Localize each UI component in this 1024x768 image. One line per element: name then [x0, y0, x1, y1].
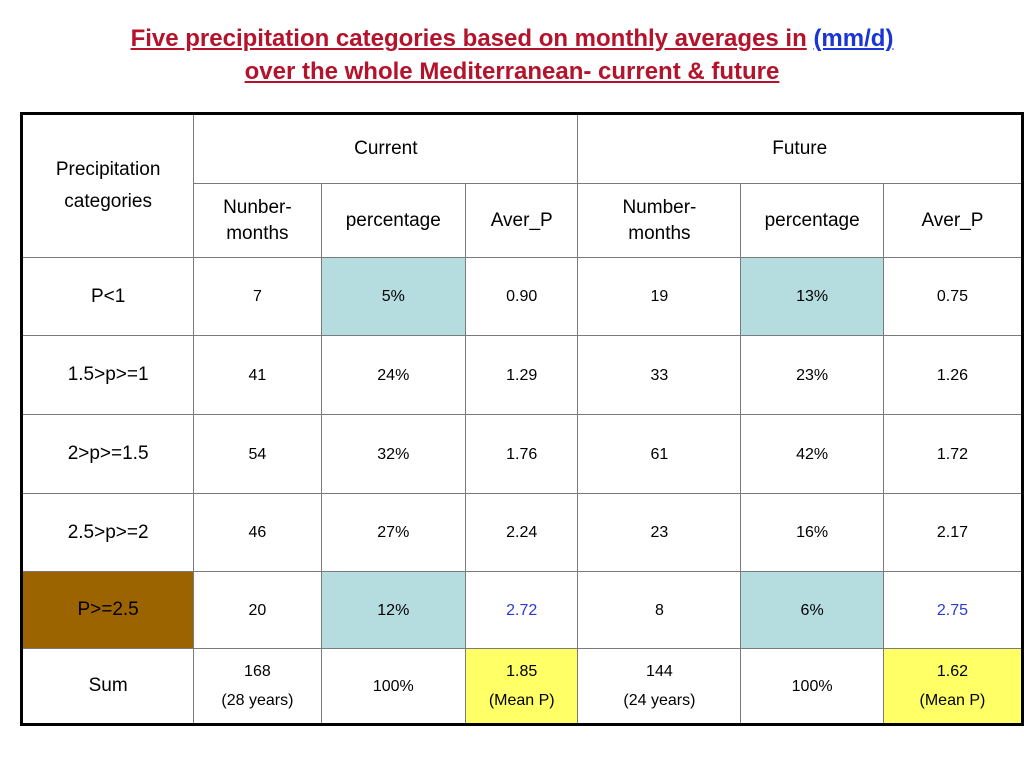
title-line-2: over the whole Mediterranean- current & …: [244, 58, 780, 85]
sum-future-months: 144 (24 years): [577, 648, 742, 725]
subheader-current-aver-p: Aver_P: [464, 183, 579, 258]
sum-future-aver-p: 1.62 (Mean P): [882, 648, 1024, 725]
header-future: Future: [577, 113, 1023, 184]
cell-future-months: 33: [577, 335, 742, 415]
precipitation-table: Precipitation categories Current Future …: [20, 112, 1024, 726]
header-precipitation-categories: Precipitation categories: [20, 113, 195, 258]
cell-current-aver-p: 1.76: [464, 414, 579, 494]
table-row: P>=2.5 20 12% 2.72 8 6% 2.75: [20, 571, 1024, 649]
row-category: 2>p>=1.5: [20, 414, 195, 494]
subheader-future-aver-p: Aver_P: [882, 183, 1024, 258]
sum-label: Sum: [20, 648, 195, 725]
title-text: Five precipitation categories based on m…: [130, 25, 807, 52]
row-category: 1.5>p>=1: [20, 335, 195, 415]
sum-future-mean-note: (Mean P): [919, 692, 986, 709]
sum-current-months-value: 168: [244, 663, 271, 680]
sum-current-mean-value: 1.85: [506, 663, 538, 680]
cell-future-aver-p: 2.17: [882, 493, 1024, 572]
sum-future-percentage: 100%: [740, 648, 884, 725]
cell-current-months: 41: [193, 335, 322, 415]
cell-future-percentage: 13%: [740, 257, 884, 336]
header-cat-line-1: Precipitation: [55, 159, 161, 180]
sum-current-months-note: (28 years): [221, 692, 294, 709]
cell-current-percentage: 12%: [320, 571, 467, 649]
cell-future-months: 19: [577, 257, 742, 336]
cell-current-months: 7: [193, 257, 322, 336]
cell-current-percentage: 24%: [320, 335, 467, 415]
cell-current-months: 54: [193, 414, 322, 494]
cell-current-months: 46: [193, 493, 322, 572]
cell-future-months: 61: [577, 414, 742, 494]
cell-current-aver-p: 1.29: [464, 335, 579, 415]
title-line-1: Five precipitation categories based on m…: [0, 22, 1024, 55]
cell-future-aver-p: 1.72: [882, 414, 1024, 494]
cell-future-aver-p: 1.26: [882, 335, 1024, 415]
slide-title: Five precipitation categories based on m…: [0, 22, 1024, 88]
cell-current-percentage: 5%: [320, 257, 467, 336]
cell-future-months: 8: [577, 571, 742, 649]
subheader-current-number-months: Nunber- months: [193, 183, 322, 258]
cell-current-aver-p: 2.72: [464, 571, 579, 649]
sum-current-aver-p: 1.85 (Mean P): [464, 648, 579, 725]
sum-future-mean-value: 1.62: [936, 663, 968, 680]
subheader-future-percentage: percentage: [740, 183, 884, 258]
row-category: P<1: [20, 257, 195, 336]
table-row: 2.5>p>=2 46 27% 2.24 23 16% 2.17: [20, 493, 1024, 572]
subheader-future-number-months: Number- months: [577, 183, 742, 258]
sum-current-mean-note: (Mean P): [488, 692, 555, 709]
cell-future-months: 23: [577, 493, 742, 572]
header-current: Current: [193, 113, 579, 184]
cell-future-aver-p: 2.75: [882, 571, 1024, 649]
cell-future-percentage: 6%: [740, 571, 884, 649]
row-category: P>=2.5: [20, 571, 195, 649]
sum-current-percentage: 100%: [320, 648, 467, 725]
title-unit: (mm/d): [813, 25, 894, 52]
cell-future-percentage: 16%: [740, 493, 884, 572]
cell-future-percentage: 23%: [740, 335, 884, 415]
cell-current-months: 20: [193, 571, 322, 649]
cell-future-aver-p: 0.75: [882, 257, 1024, 336]
table-row: P<1 7 5% 0.90 19 13% 0.75: [20, 257, 1024, 336]
header-cat-line-2: categories: [64, 191, 152, 212]
sum-future-months-note: (24 years): [623, 692, 696, 709]
cell-future-percentage: 42%: [740, 414, 884, 494]
cell-current-percentage: 32%: [320, 414, 467, 494]
table-row: 1.5>p>=1 41 24% 1.29 33 23% 1.26: [20, 335, 1024, 415]
row-category: 2.5>p>=2: [20, 493, 195, 572]
sum-future-months-value: 144: [646, 663, 673, 680]
cell-current-percentage: 27%: [320, 493, 467, 572]
sum-row: Sum 168 (28 years) 100% 1.85 (Mean P) 14…: [20, 648, 1024, 725]
sum-current-months: 168 (28 years): [193, 648, 322, 725]
cell-current-aver-p: 2.24: [464, 493, 579, 572]
table-row: 2>p>=1.5 54 32% 1.76 61 42% 1.72: [20, 414, 1024, 494]
subheader-current-percentage: percentage: [320, 183, 467, 258]
cell-current-aver-p: 0.90: [464, 257, 579, 336]
